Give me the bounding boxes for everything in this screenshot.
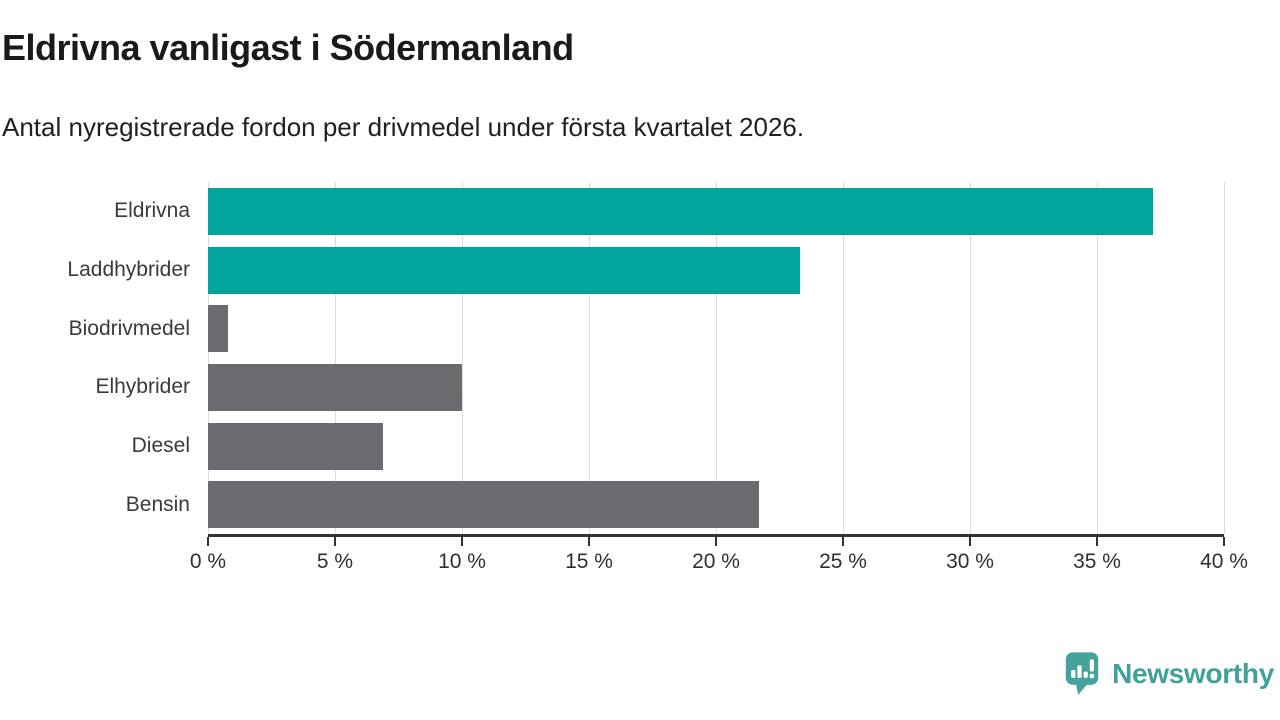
y-label-diesel: Diesel xyxy=(131,433,190,457)
x-tick-30 xyxy=(969,537,971,546)
y-label-laddhybrider: Laddhybrider xyxy=(67,257,190,281)
x-tick-label-20: 20 % xyxy=(692,550,740,573)
gridline-40 xyxy=(1224,182,1225,534)
gridline-20 xyxy=(716,182,717,534)
x-tick-label-15: 15 % xyxy=(565,550,613,573)
y-label-biodrivmedel: Biodrivmedel xyxy=(68,316,190,340)
x-tick-25 xyxy=(842,537,844,546)
bar-biodrivmedel xyxy=(208,305,229,353)
y-label-bensin: Bensin xyxy=(125,492,190,516)
plot-area xyxy=(208,182,1225,537)
x-tick-label-0: 0 % xyxy=(189,550,227,573)
x-tick-label-5: 5 % xyxy=(316,550,354,573)
x-tick-label-25: 25 % xyxy=(819,550,867,573)
gridline-25 xyxy=(843,182,844,534)
chart-title: Eldrivna vanligast i Södermanland xyxy=(2,27,574,68)
x-tick-5 xyxy=(334,537,336,546)
bar-chart-speech-bubble-icon xyxy=(1065,652,1099,695)
x-tick-label-40: 40 % xyxy=(1200,550,1248,573)
brand-name: Newsworthy xyxy=(1112,658,1274,689)
x-tick-label-10: 10 % xyxy=(438,550,486,573)
x-tick-35 xyxy=(1096,537,1098,546)
y-axis-labels: Eldrivna Laddhybrider Biodrivmedel Elhybrid… xyxy=(0,182,190,534)
gridline-30 xyxy=(970,182,971,534)
x-tick-0 xyxy=(207,537,209,546)
x-tick-40 xyxy=(1223,537,1225,546)
y-label-elhybrider: Elhybrider xyxy=(95,375,190,399)
x-tick-15 xyxy=(588,537,590,546)
chart-subtitle: Antal nyregistrerade fordon per drivmede… xyxy=(2,112,805,142)
x-tick-10 xyxy=(461,537,463,546)
newsworthy-logo: Newsworthy xyxy=(1065,648,1274,700)
gridline-15 xyxy=(589,182,590,534)
gridline-0 xyxy=(208,182,209,534)
bar-laddhybrider xyxy=(208,246,800,294)
x-axis: 0 % 5 % 10 % 15 % 20 % 25 % 30 % 35 % 40 % xyxy=(190,537,1248,589)
gridline-10 xyxy=(462,182,463,534)
x-tick-label-35: 35 % xyxy=(1073,550,1121,573)
bar-eldrivna xyxy=(208,187,1153,235)
gridline-5 xyxy=(335,182,336,534)
y-label-eldrivna: Eldrivna xyxy=(114,199,190,223)
x-tick-label-30: 30 % xyxy=(946,550,994,573)
gridline-35 xyxy=(1097,182,1098,534)
x-tick-20 xyxy=(715,537,717,546)
bar-diesel xyxy=(208,422,384,470)
bar-bensin xyxy=(208,481,760,529)
bar-elhybrider xyxy=(208,363,462,411)
